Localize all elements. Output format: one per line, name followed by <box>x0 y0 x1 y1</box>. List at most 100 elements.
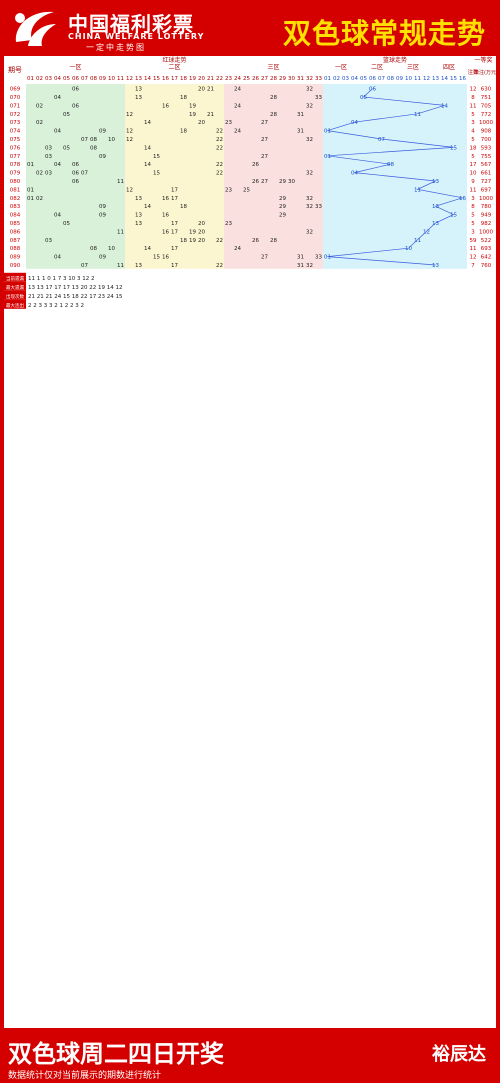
prize-amount: 1000 <box>479 120 493 126</box>
blue-ball: 11 <box>414 187 421 193</box>
red-ball: 13 <box>135 95 142 101</box>
brand-en: CHINA WELFARE LOTTERY <box>68 32 205 41</box>
red-ball: 07 <box>81 171 88 177</box>
period-label: 072 <box>10 112 21 118</box>
red-ball: 14 <box>144 145 151 151</box>
red-ball: 07 <box>81 137 88 143</box>
red-ball: 33 <box>315 255 322 261</box>
red-ball: 20 <box>198 229 205 235</box>
red-ball: 08 <box>90 246 97 252</box>
heading-zone-1: 一区 <box>69 64 81 71</box>
red-ball: 03 <box>45 154 52 160</box>
prize-amount: 700 <box>481 137 492 143</box>
red-ball: 22 <box>216 162 223 168</box>
stat-label: 当前遗漏 <box>6 275 24 282</box>
red-ball: 12 <box>126 129 133 135</box>
blue-zone-bg <box>323 84 467 269</box>
red-ball: 09 <box>99 204 106 210</box>
stat-label-bg <box>4 281 26 291</box>
period-label: 085 <box>10 221 21 227</box>
red-ball: 09 <box>99 154 106 160</box>
prize-count: 8 <box>471 204 475 210</box>
prize-count: 5 <box>471 221 475 227</box>
red-col-label: 06 <box>72 76 79 82</box>
trend-chart: 期号 红球走势 一区 二区 三区 篮球走势 一区 二区 三区 四区 一等奖 注数 单注(万元) 01 02 0… <box>4 56 496 1028</box>
red-ball: 17 <box>171 246 178 252</box>
blue-col-label: 09 <box>396 76 403 82</box>
period-label: 090 <box>10 263 21 269</box>
red-ball: 22 <box>216 238 223 244</box>
blue-ball: 15 <box>450 213 457 219</box>
prize-amount: 593 <box>481 145 492 151</box>
red-ball: 06 <box>72 87 79 93</box>
red-ball: 23 <box>225 187 232 193</box>
red-ball: 20 <box>198 221 205 227</box>
red-col-label: 19 <box>189 76 196 82</box>
red-ball: 02 <box>36 103 43 109</box>
red-ball: 12 <box>126 137 133 143</box>
red-ball: 16 <box>162 213 169 219</box>
red-ball: 27 <box>261 137 268 143</box>
red-col-label: 33 <box>315 76 322 82</box>
red-ball: 10 <box>108 246 115 252</box>
red-ball: 16 <box>162 229 169 235</box>
red-ball: 01 <box>27 196 34 202</box>
heading-amount: 单注(万元) <box>474 69 496 76</box>
blue-col-label: 02 <box>333 76 340 82</box>
red-col-label: 26 <box>252 76 259 82</box>
blue-ball: 13 <box>432 204 439 210</box>
prize-count: 3 <box>471 120 475 126</box>
red-col-label: 27 <box>261 76 268 82</box>
red-ball: 29 <box>279 179 286 185</box>
red-ball: 14 <box>144 120 151 126</box>
prize-count: 5 <box>471 213 475 219</box>
footer: 双色球周二四日开奖 数据统计仅对当前展示的期数进行统计 裕辰达 <box>0 1030 500 1083</box>
red-ball: 11 <box>117 179 124 185</box>
red-ball: 15 <box>153 154 160 160</box>
red-ball: 13 <box>135 87 142 93</box>
red-ball: 16 <box>162 196 169 202</box>
brand-cn: 中国福利彩票 <box>68 12 194 36</box>
stat-label-bg <box>4 272 26 282</box>
red-ball: 24 <box>234 129 241 135</box>
red-ball: 26 <box>252 179 259 185</box>
prize-count: 12 <box>470 255 477 261</box>
red-zone-2-bg <box>125 84 224 269</box>
period-label: 070 <box>10 95 21 101</box>
blue-ball: 01 <box>324 255 331 261</box>
blue-col-label: 10 <box>405 76 412 82</box>
prize-count: 4 <box>471 129 475 135</box>
red-ball: 05 <box>63 221 70 227</box>
blue-col-label: 01 <box>324 76 331 82</box>
prize-count: 3 <box>471 229 475 235</box>
red-ball: 20 <box>198 87 205 93</box>
red-ball: 19 <box>189 238 196 244</box>
red-ball: 08 <box>90 137 97 143</box>
prize-count: 11 <box>470 187 477 193</box>
red-zone-1-bg <box>26 84 125 269</box>
red-ball: 17 <box>171 263 178 269</box>
red-ball: 03 <box>45 145 52 151</box>
blue-ball: 11 <box>414 112 421 118</box>
period-label: 089 <box>10 255 21 261</box>
stat-values: 11 1 1 0 1 7 3 10 3 12 2 <box>28 276 94 282</box>
period-label: 083 <box>10 204 21 210</box>
prize-count: 18 <box>470 145 477 151</box>
red-ball: 11 <box>117 263 124 269</box>
red-ball: 31 <box>297 129 304 135</box>
red-ball: 31 <box>297 255 304 261</box>
red-ball: 30 <box>288 179 295 185</box>
blue-ball: 06 <box>369 87 376 93</box>
page-title: 双色球常规走势 <box>282 17 486 50</box>
red-ball: 19 <box>189 112 196 118</box>
red-ball: 13 <box>135 221 142 227</box>
red-ball: 25 <box>243 187 250 193</box>
blue-col-label: 15 <box>450 76 457 82</box>
logo: 中国福利彩票 CHINA WELFARE LOTTERY 一定中走势图 <box>8 6 208 52</box>
blue-ball: 04 <box>351 171 358 177</box>
prize-count: 11 <box>470 103 477 109</box>
red-ball: 03 <box>45 238 52 244</box>
heading-blue-zone-3: 三区 <box>407 64 419 71</box>
red-ball: 24 <box>234 246 241 252</box>
red-ball: 26 <box>252 238 259 244</box>
